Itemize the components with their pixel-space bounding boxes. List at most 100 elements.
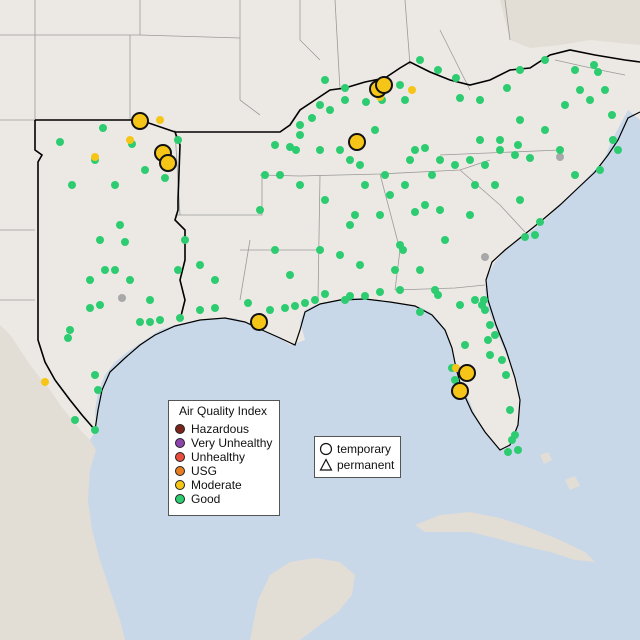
bahamas-landmass: [540, 452, 580, 490]
good-monitor-marker: [362, 98, 370, 106]
good-monitor-marker: [614, 146, 622, 154]
good-monitor-marker: [346, 292, 354, 300]
good-monitor-marker: [341, 84, 349, 92]
good-monitor-marker: [471, 181, 479, 189]
good-monitor-marker: [244, 299, 252, 307]
moderate-monitor-marker: [452, 364, 460, 372]
good-monitor-marker: [64, 334, 72, 342]
good-monitor-marker: [356, 261, 364, 269]
good-monitor-marker: [561, 101, 569, 109]
good-monitor-marker: [286, 271, 294, 279]
good-monitor-marker: [452, 74, 460, 82]
very-unhealthy-swatch-icon: [175, 438, 185, 448]
good-monitor-marker: [351, 211, 359, 219]
good-monitor-marker: [491, 181, 499, 189]
good-monitor-marker: [181, 236, 189, 244]
good-monitor-marker: [471, 296, 479, 304]
unhealthy-swatch-icon: [175, 452, 185, 462]
good-monitor-marker: [481, 161, 489, 169]
good-monitor-marker: [456, 94, 464, 102]
good-monitor-marker: [91, 426, 99, 434]
good-monitor-marker: [99, 124, 107, 132]
good-monitor-marker: [376, 211, 384, 219]
good-monitor-marker: [301, 299, 309, 307]
good-monitor-marker: [316, 146, 324, 154]
good-monitor-marker: [391, 266, 399, 274]
moderate-monitor-marker: [408, 86, 416, 94]
good-monitor-marker: [401, 96, 409, 104]
good-monitor-marker: [431, 286, 439, 294]
good-monitor-marker: [94, 386, 102, 394]
good-monitor-marker: [601, 86, 609, 94]
us-landmass: [0, 0, 640, 450]
legend-label: Moderate: [191, 478, 242, 492]
legend-item-hazardous: Hazardous: [175, 422, 249, 436]
good-monitor-marker: [608, 111, 616, 119]
good-monitor-marker: [421, 144, 429, 152]
moderate-monitor-marker: [156, 116, 164, 124]
good-monitor-marker: [526, 154, 534, 162]
good-monitor-marker: [211, 304, 219, 312]
good-monitor-marker: [506, 406, 514, 414]
good-monitor-marker: [146, 318, 154, 326]
monitor-markers: [41, 56, 622, 456]
good-monitor-marker: [321, 290, 329, 298]
good-monitor-marker: [399, 246, 407, 254]
good-monitor-marker: [281, 304, 289, 312]
usg-swatch-icon: [175, 466, 185, 476]
good-monitor-marker: [396, 286, 404, 294]
good-monitor-marker: [316, 101, 324, 109]
good-monitor-marker: [476, 96, 484, 104]
good-monitor-marker: [361, 292, 369, 300]
good-monitor-marker: [121, 238, 129, 246]
good-monitor-marker: [502, 371, 510, 379]
good-monitor-marker: [416, 266, 424, 274]
good-monitor-marker: [136, 318, 144, 326]
good-monitor-marker: [466, 211, 474, 219]
good-monitor-marker: [346, 221, 354, 229]
legend-item-very-unhealthy: Very Unhealthy: [175, 436, 272, 450]
legend-item-moderate: Moderate: [175, 478, 242, 492]
legend-label: USG: [191, 464, 218, 478]
good-monitor-marker: [484, 336, 492, 344]
good-monitor-marker: [68, 181, 76, 189]
good-monitor-marker: [541, 126, 549, 134]
good-monitor-marker: [508, 436, 516, 444]
good-swatch-icon: [175, 494, 185, 504]
good-monitor-marker: [396, 81, 404, 89]
good-monitor-marker: [451, 161, 459, 169]
moderate-monitor-marker: [126, 136, 134, 144]
good-monitor-marker: [401, 181, 409, 189]
good-monitor-marker: [321, 196, 329, 204]
good-monitor-marker: [511, 151, 519, 159]
good-monitor-marker: [266, 306, 274, 314]
triangle-icon: [319, 458, 333, 471]
good-monitor-marker: [321, 76, 329, 84]
cuba-landmass: [415, 512, 595, 562]
moderate-monitor-marker: [91, 153, 99, 161]
good-monitor-marker: [146, 296, 154, 304]
moderate-monitor-marker: [41, 378, 49, 386]
good-monitor-marker: [174, 136, 182, 144]
good-monitor-marker: [421, 201, 429, 209]
legend-label: Very Unhealthy: [191, 436, 273, 450]
canada-landmass: [500, 0, 640, 48]
legend-item-usg: USG: [175, 464, 217, 478]
good-monitor-marker: [316, 246, 324, 254]
good-monitor-marker: [456, 301, 464, 309]
good-monitor-marker: [571, 171, 579, 179]
good-monitor-marker: [514, 446, 522, 454]
circle-icon: [319, 442, 333, 456]
moderate-temporary-monitor-marker: [458, 364, 476, 382]
good-monitor-marker: [271, 246, 279, 254]
good-monitor-marker: [286, 143, 294, 151]
yucatan-landmass: [250, 558, 355, 640]
good-monitor-marker: [434, 66, 442, 74]
hazardous-swatch-icon: [175, 424, 185, 434]
good-monitor-marker: [478, 301, 486, 309]
legend-label: Hazardous: [191, 422, 250, 436]
good-monitor-marker: [71, 416, 79, 424]
texas-outline: [34, 120, 96, 431]
good-monitor-marker: [571, 66, 579, 74]
